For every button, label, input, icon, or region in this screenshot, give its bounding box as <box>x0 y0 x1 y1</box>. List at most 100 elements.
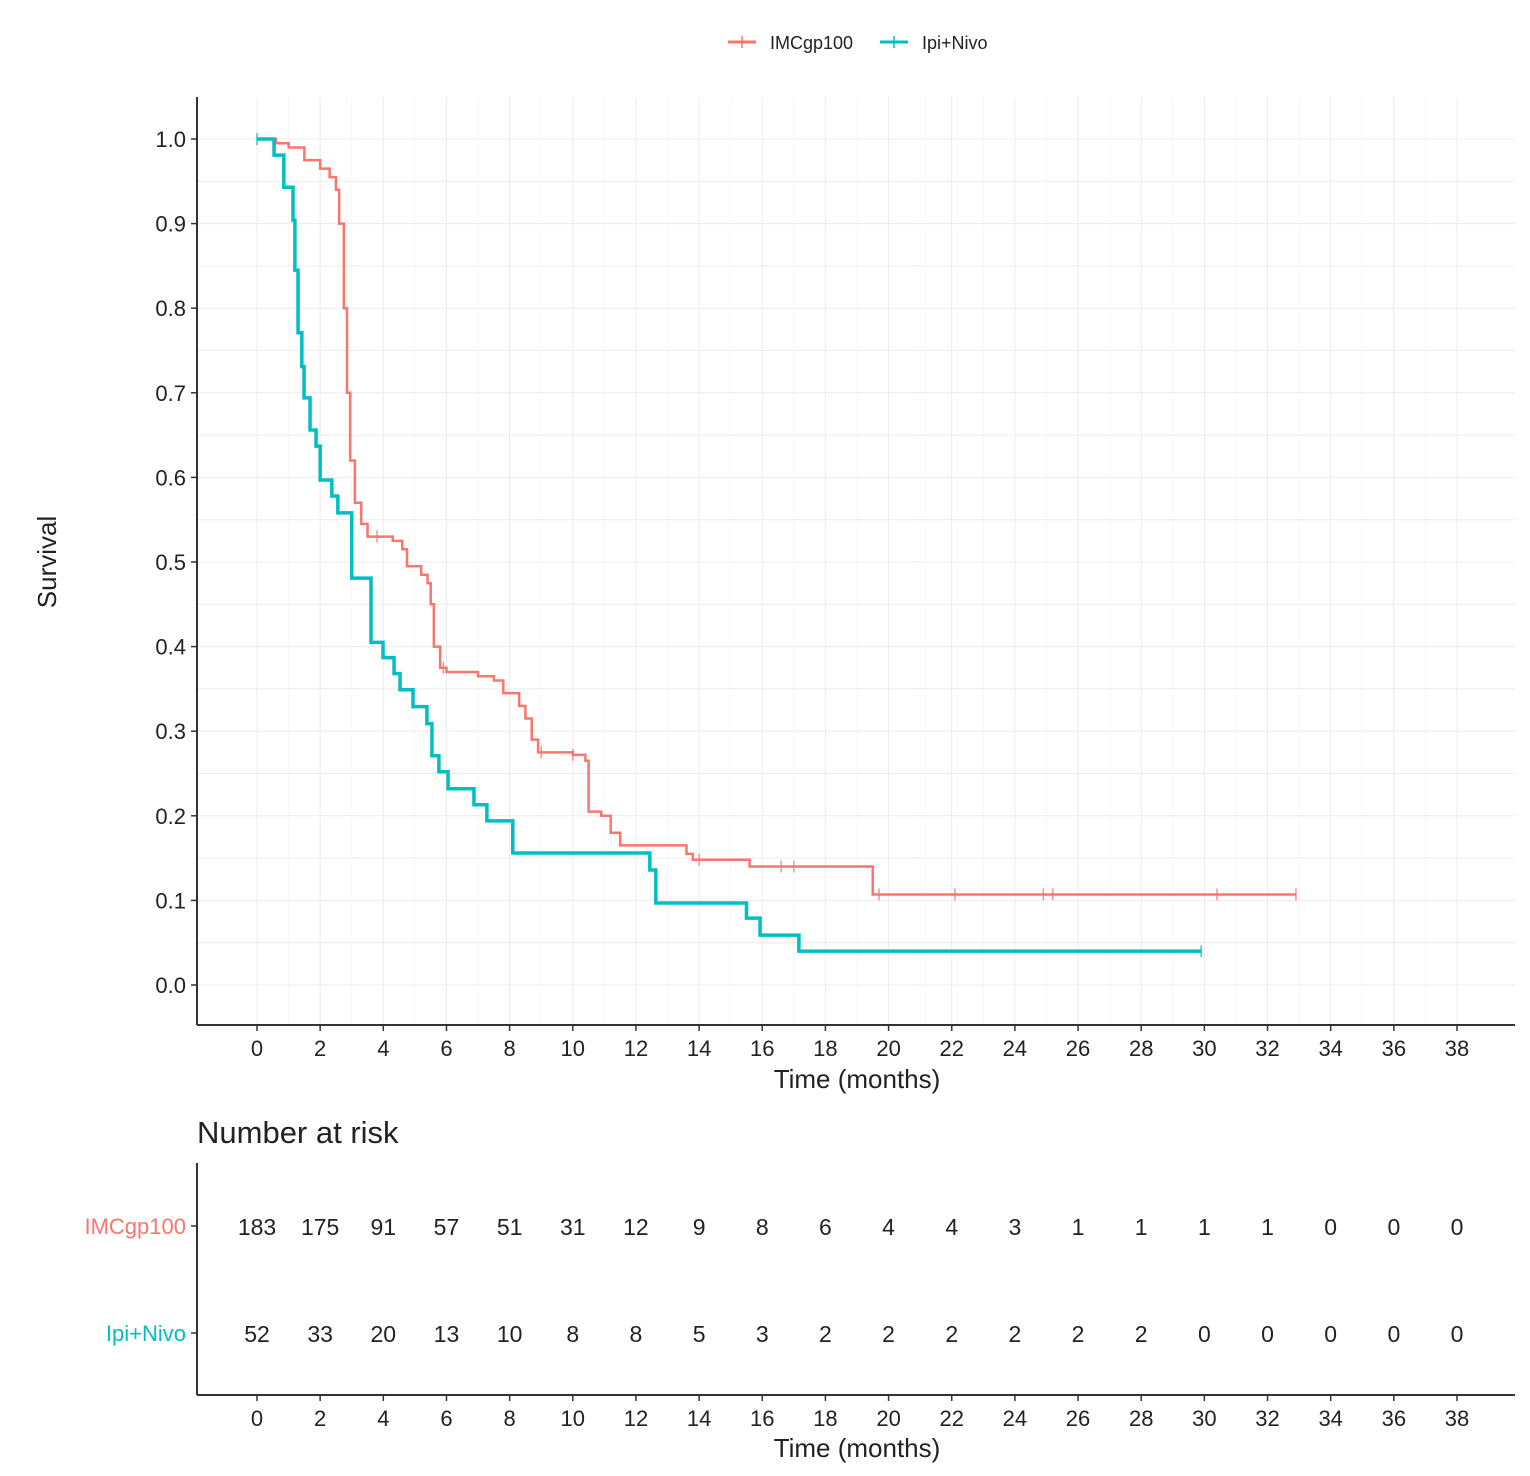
y-axis-title: Survival <box>32 516 62 608</box>
y-tick-label: 0.6 <box>155 465 186 490</box>
x-tick-label: 22 <box>939 1036 963 1061</box>
x-tick-label: 28 <box>1129 1036 1153 1061</box>
risk-x-tick-label: 28 <box>1129 1406 1153 1431</box>
risk-cell: 31 <box>560 1214 586 1240</box>
x-tick-label: 18 <box>813 1036 837 1061</box>
risk-cell: 12 <box>623 1214 649 1240</box>
risk-x-tick-label: 24 <box>1003 1406 1027 1431</box>
risk-cell: 2 <box>1008 1321 1021 1347</box>
risk-cell: 33 <box>307 1321 333 1347</box>
risk-x-tick-label: 20 <box>876 1406 900 1431</box>
risk-cell: 2 <box>1135 1321 1148 1347</box>
x-tick-label: 0 <box>251 1036 263 1061</box>
risk-cell: 5 <box>693 1321 706 1347</box>
risk-cell: 3 <box>1008 1214 1021 1240</box>
x-axis-title: Time (months) <box>774 1064 941 1094</box>
x-tick-label: 2 <box>314 1036 326 1061</box>
y-tick-label: 0.5 <box>155 550 186 575</box>
risk-x-tick-label: 4 <box>377 1406 389 1431</box>
risk-x-tick-label: 6 <box>440 1406 452 1431</box>
risk-cell: 8 <box>756 1214 769 1240</box>
axes: 0.00.10.20.30.40.50.60.70.80.91.00 2 4 6 8 10… <box>155 97 1515 1061</box>
x-tick-label: 4 <box>377 1036 389 1061</box>
risk-cell: 2 <box>945 1321 958 1347</box>
risk-cell: 0 <box>1261 1321 1274 1347</box>
legend-label: IMCgp100 <box>770 33 853 53</box>
x-tick-label: 20 <box>876 1036 900 1061</box>
risk-x-tick-label: 30 <box>1192 1406 1216 1431</box>
risk-x-tick-label: 8 <box>504 1406 516 1431</box>
y-tick-label: 0.8 <box>155 296 186 321</box>
risk-cell: 1 <box>1072 1214 1085 1240</box>
risk-cell: 2 <box>819 1321 832 1347</box>
risk-table-title: Number at risk <box>197 1115 399 1150</box>
y-tick-label: 0.2 <box>155 804 186 829</box>
risk-x-tick-label: 2 <box>314 1406 326 1431</box>
risk-x-tick-label: 10 <box>561 1406 585 1431</box>
y-tick-label: 0.4 <box>155 635 186 660</box>
x-tick-label: 14 <box>687 1036 711 1061</box>
x-tick-label: 26 <box>1066 1036 1090 1061</box>
risk-x-tick-label: 12 <box>624 1406 648 1431</box>
risk-x-tick-label: 26 <box>1066 1406 1090 1431</box>
x-tick-label: 36 <box>1382 1036 1406 1061</box>
risk-cell: 0 <box>1198 1321 1211 1347</box>
survival-curves <box>256 133 1297 958</box>
risk-cell: 1 <box>1198 1214 1211 1240</box>
risk-cell: 2 <box>882 1321 895 1347</box>
risk-cell: 1 <box>1135 1214 1148 1240</box>
risk-x-tick-label: 32 <box>1255 1406 1279 1431</box>
risk-cell: 2 <box>1072 1321 1085 1347</box>
survival-curve-imcgp100 <box>257 137 1296 896</box>
risk-cell: 0 <box>1324 1321 1337 1347</box>
legend: IMCgp100 Ipi+Nivo <box>728 33 988 53</box>
grid <box>197 97 1515 1025</box>
y-tick-label: 1.0 <box>155 127 186 152</box>
risk-cell: 0 <box>1387 1321 1400 1347</box>
risk-cell: 0 <box>1451 1214 1464 1240</box>
risk-x-tick-label: 38 <box>1445 1406 1469 1431</box>
risk-row-label: Ipi+Nivo <box>106 1321 186 1346</box>
risk-x-tick-label: 34 <box>1318 1406 1342 1431</box>
risk-x-tick-label: 22 <box>939 1406 963 1431</box>
x-tick-label: 34 <box>1318 1036 1342 1061</box>
x-tick-label: 16 <box>750 1036 774 1061</box>
risk-cell: 57 <box>434 1214 460 1240</box>
risk-cell: 10 <box>497 1321 523 1347</box>
risk-cell: 13 <box>434 1321 460 1347</box>
risk-row-label: IMCgp100 <box>84 1214 186 1239</box>
legend-label: Ipi+Nivo <box>922 33 988 53</box>
risk-x-axis-title: Time (months) <box>774 1433 941 1463</box>
risk-x-tick-label: 14 <box>687 1406 711 1431</box>
risk-cell: 1 <box>1261 1214 1274 1240</box>
risk-cell: 6 <box>819 1214 832 1240</box>
risk-cell: 0 <box>1387 1214 1400 1240</box>
risk-cell: 0 <box>1451 1321 1464 1347</box>
risk-cell: 4 <box>945 1214 958 1240</box>
risk-cell: 51 <box>497 1214 523 1240</box>
risk-cell: 175 <box>301 1214 339 1240</box>
risk-cell: 183 <box>238 1214 276 1240</box>
x-tick-label: 24 <box>1003 1036 1027 1061</box>
x-tick-label: 30 <box>1192 1036 1216 1061</box>
y-tick-label: 0.1 <box>155 888 186 913</box>
x-tick-label: 32 <box>1255 1036 1279 1061</box>
y-tick-label: 0.3 <box>155 719 186 744</box>
x-tick-label: 12 <box>624 1036 648 1061</box>
survival-curve-ipi-nivo <box>257 137 1202 953</box>
risk-cell: 20 <box>371 1321 397 1347</box>
risk-x-tick-label: 0 <box>251 1406 263 1431</box>
x-tick-label: 38 <box>1445 1036 1469 1061</box>
risk-cell: 3 <box>756 1321 769 1347</box>
x-tick-label: 8 <box>504 1036 516 1061</box>
risk-x-tick-label: 16 <box>750 1406 774 1431</box>
y-tick-label: 0.0 <box>155 973 186 998</box>
risk-cell: 0 <box>1324 1214 1337 1240</box>
risk-table: IMCgp100 183 175 91 57 51 31 12 9 8 6 4 4 3 1 1 1 1 0 0 0Ipi… <box>84 1163 1515 1431</box>
risk-x-tick-label: 36 <box>1382 1406 1406 1431</box>
risk-cell: 91 <box>371 1214 397 1240</box>
y-tick-label: 0.9 <box>155 212 186 237</box>
x-tick-label: 6 <box>440 1036 452 1061</box>
risk-cell: 8 <box>566 1321 579 1347</box>
